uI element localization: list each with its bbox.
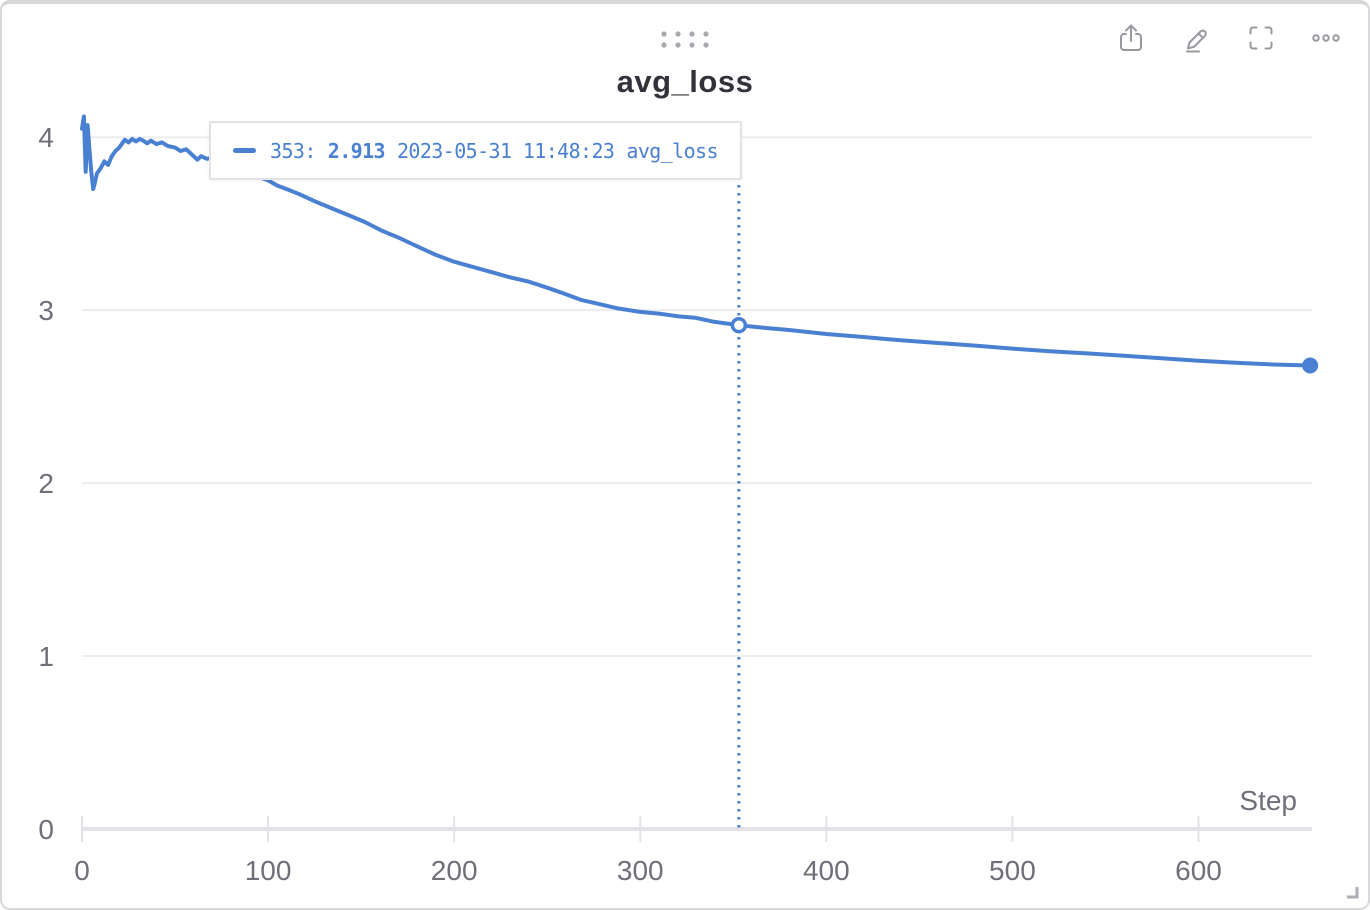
tooltip-step: 353: bbox=[270, 138, 316, 163]
share-button[interactable] bbox=[1115, 22, 1147, 54]
x-axis-label: Step bbox=[1239, 785, 1297, 816]
more-options-icon bbox=[1312, 34, 1340, 42]
svg-text:1: 1 bbox=[38, 641, 54, 672]
panel-toolbar bbox=[1115, 22, 1342, 54]
svg-text:100: 100 bbox=[245, 855, 292, 886]
share-icon bbox=[1120, 24, 1142, 51]
resize-handle[interactable] bbox=[1344, 884, 1360, 900]
svg-text:4: 4 bbox=[38, 122, 54, 153]
tooltip-value: 2.913 bbox=[327, 138, 386, 163]
svg-text:600: 600 bbox=[1175, 855, 1222, 886]
fullscreen-button[interactable] bbox=[1245, 22, 1277, 54]
page-title: avg_loss bbox=[616, 64, 754, 99]
fullscreen-icon bbox=[1249, 26, 1273, 50]
resize-corner-icon bbox=[1347, 887, 1359, 899]
more-options-button[interactable] bbox=[1310, 22, 1342, 54]
tooltip-series-name: avg_loss bbox=[626, 138, 718, 163]
end-point-marker[interactable] bbox=[1302, 357, 1319, 374]
edit-button[interactable] bbox=[1180, 22, 1212, 54]
svg-text:300: 300 bbox=[617, 855, 664, 886]
edit-pencil-icon bbox=[1186, 29, 1207, 53]
svg-text:500: 500 bbox=[989, 855, 1036, 886]
svg-text:400: 400 bbox=[803, 855, 850, 886]
hover-tooltip: 353: 2.913 2023-05-31 11:48:23 avg_loss bbox=[209, 121, 742, 180]
svg-text:0: 0 bbox=[38, 814, 54, 845]
svg-text:0: 0 bbox=[74, 855, 90, 886]
series-line-avg_loss bbox=[80, 114, 1313, 368]
drag-handle-dots-icon bbox=[661, 31, 709, 48]
gridlines bbox=[82, 136, 1312, 658]
tick-labels: 0 100 200 300 400 500 600 0 1 2 3 4 bbox=[38, 122, 1221, 886]
svg-text:2: 2 bbox=[38, 468, 54, 499]
tooltip-timestamp: 2023-05-31 11:48:23 bbox=[396, 138, 615, 163]
drag-handle[interactable] bbox=[2, 28, 1368, 50]
svg-text:3: 3 bbox=[38, 295, 54, 326]
highlight-point-marker[interactable] bbox=[730, 316, 748, 334]
series-swatch-icon bbox=[233, 148, 256, 153]
x-axis bbox=[81, 816, 1312, 842]
svg-text:200: 200 bbox=[431, 855, 478, 886]
